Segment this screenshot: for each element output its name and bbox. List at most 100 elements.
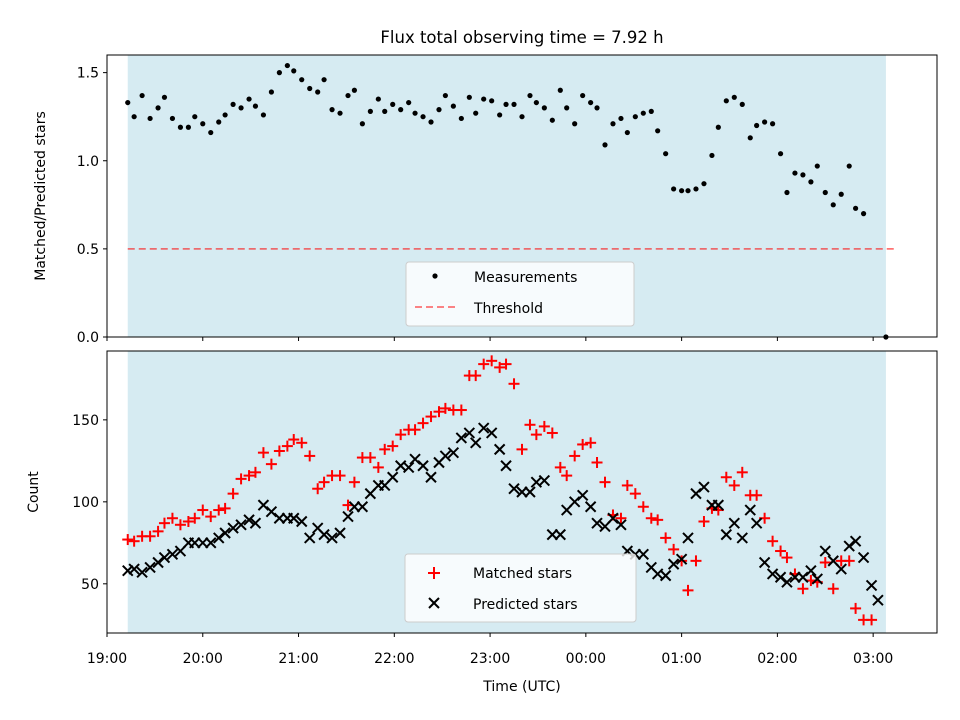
measurement-point (497, 112, 503, 118)
bottom-x-tick-label: 22:00 (374, 651, 414, 667)
bottom-y-axis-label: Count (26, 471, 42, 513)
predicted-star-point (265, 505, 278, 518)
predicted-star-point (326, 532, 338, 544)
matched-star-point (219, 502, 231, 514)
measurement-point (663, 151, 669, 157)
predicted-star-point (797, 571, 809, 583)
predicted-star-point (843, 540, 855, 552)
predicted-star-point (318, 528, 330, 541)
matched-star-point (379, 443, 391, 455)
matched-star-point (516, 443, 528, 455)
measurement-point (618, 115, 624, 122)
measurement-point (177, 124, 184, 130)
matched-star-point (524, 419, 536, 431)
predicted-star-point (334, 527, 346, 539)
matched-star-point (455, 404, 467, 416)
predicted-star-point (675, 553, 688, 565)
measurement-point (693, 186, 699, 192)
bottom-x-tick-label: 21:00 (278, 651, 318, 667)
measurement-point (830, 202, 836, 208)
predicted-star-point (720, 528, 733, 541)
matched-star-point (775, 545, 787, 557)
measurement-point (382, 108, 388, 114)
legend-predicted-label: Predicted stars (473, 597, 578, 613)
matched-star-point (425, 411, 437, 423)
measurement-point (549, 117, 555, 123)
top-y-tick-label: 1.0 (77, 154, 99, 170)
measurement-point (299, 77, 305, 83)
predicted-star-point (682, 532, 694, 544)
matched-star-point (546, 427, 558, 439)
predicted-star-point (425, 471, 437, 483)
measurement-point (192, 114, 198, 120)
measurement-point (268, 89, 275, 95)
measurement-point (769, 121, 776, 127)
measurement-point (808, 179, 814, 185)
matched-star-point (645, 512, 657, 524)
top-y-axis-ticks: 0.0 0.5 1.0 1.5 (77, 66, 107, 346)
predicted-star-point (508, 483, 520, 495)
bottom-y-tick-label: 150 (72, 413, 99, 429)
matched-star-point (554, 461, 566, 473)
predicted-star-point (235, 519, 247, 531)
predicted-star-point (243, 514, 255, 526)
predicted-star-point (477, 422, 490, 434)
legend-matched-marker (428, 567, 440, 579)
measurement-point (852, 205, 859, 211)
measurement-point (655, 128, 661, 134)
matched-star-point (478, 358, 490, 370)
matched-star-point (364, 452, 376, 464)
predicted-star-point (849, 535, 862, 547)
matched-star-point (439, 402, 451, 414)
predicted-star-point (698, 481, 710, 493)
measurement-point (503, 101, 509, 107)
measurement-point (169, 115, 176, 122)
figure-title: Flux total observing time = 7.92 h (380, 28, 663, 47)
predicted-star-point (576, 489, 589, 501)
measurement-point (367, 108, 373, 114)
matched-star-point (690, 555, 702, 567)
measurement-point (230, 101, 236, 107)
measurement-point (709, 152, 715, 159)
measurement-point (723, 98, 729, 104)
predicted-star-point (470, 437, 482, 449)
measurement-point (147, 115, 153, 122)
matched-star-point (318, 476, 330, 488)
measurement-point (208, 129, 214, 136)
matched-star-point (615, 512, 627, 524)
measurement-point (329, 107, 335, 113)
predicted-star-point (538, 474, 551, 487)
predicted-star-point (524, 486, 536, 498)
legend-matched-label: Matched stars (473, 566, 572, 582)
predicted-star-point (607, 512, 619, 524)
predicted-stars-points (122, 422, 884, 606)
measurement-point (406, 99, 412, 106)
predicted-star-point (152, 556, 164, 569)
legend-threshold-label: Threshold (473, 301, 543, 317)
measurement-point (246, 96, 252, 102)
measurement-point (784, 189, 790, 196)
matched-star-point (182, 516, 194, 528)
matched-star-point (288, 434, 300, 446)
bottom-x-axis-label: Time (UTC) (482, 679, 560, 695)
matched-star-point (736, 466, 748, 478)
measurement-point (216, 119, 222, 125)
matched-star-point (682, 584, 694, 596)
measurement-point (731, 94, 737, 100)
predicted-star-point (781, 576, 793, 588)
matched-star-point (417, 417, 429, 429)
measurement-point (420, 114, 426, 120)
predicted-star-point (296, 515, 308, 528)
measurement-point (679, 188, 685, 194)
predicted-star-point (463, 427, 476, 439)
measurement-point (860, 211, 867, 217)
bottom-y-tick-label: 100 (72, 495, 99, 511)
predicted-star-point (750, 517, 763, 529)
measurement-point (315, 89, 321, 95)
matched-star-point (281, 440, 293, 452)
top-y-axis-label: Matched/Predicted stars (33, 111, 49, 281)
bottom-x-tick-label: 03:00 (853, 651, 893, 667)
predicted-star-point (805, 564, 817, 577)
matched-star-point (122, 534, 134, 546)
matched-star-point (470, 370, 482, 382)
